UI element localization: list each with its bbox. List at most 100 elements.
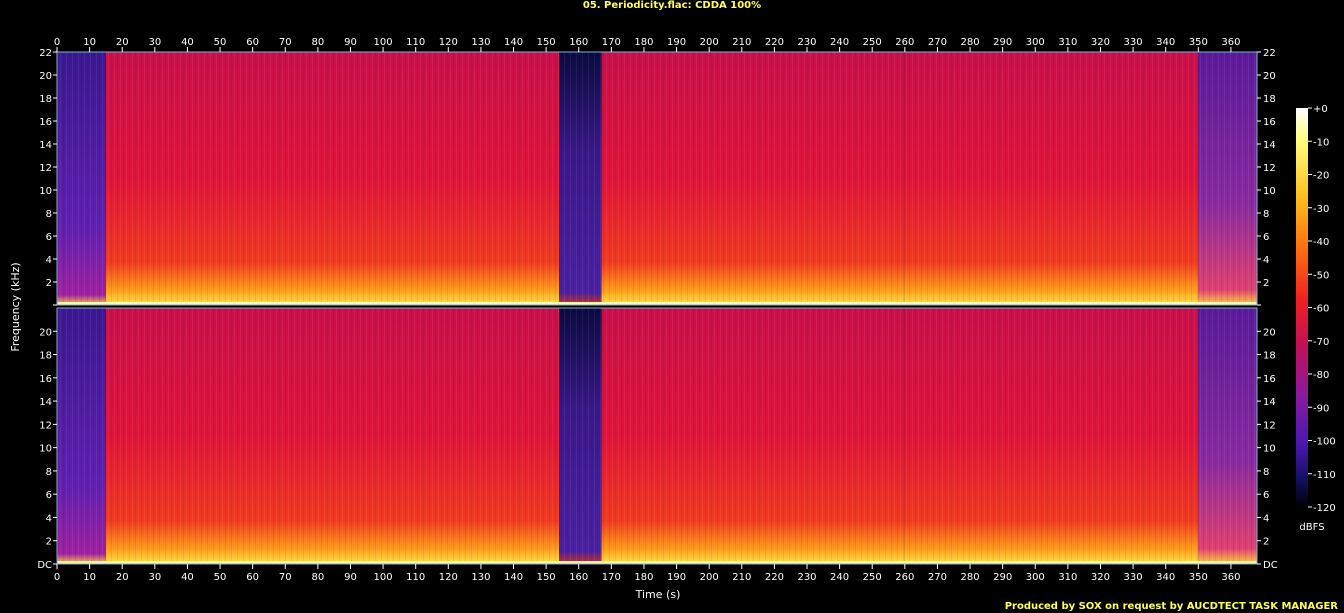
x-tick-label-top: 280 bbox=[960, 37, 979, 48]
x-tick-label-bottom: 130 bbox=[471, 572, 490, 583]
footer-credit: Produced by SOX on request by AUCDTECT T… bbox=[1004, 601, 1338, 612]
spectrogram-texture-right bbox=[57, 308, 1257, 564]
x-tick-label-bottom: 240 bbox=[830, 572, 849, 583]
y-tick-label-left: 16 bbox=[39, 374, 52, 385]
y-tick-label-right: 16 bbox=[1263, 374, 1276, 385]
y-tick-label-left: 4 bbox=[46, 513, 52, 524]
x-tick-label-bottom: 200 bbox=[700, 572, 719, 583]
y-tick-label-right: 2 bbox=[1263, 278, 1269, 289]
y-tick-label-right: 4 bbox=[1263, 513, 1269, 524]
x-tick-label-top: 220 bbox=[765, 37, 784, 48]
colorbar-gradient bbox=[1296, 108, 1308, 507]
x-tick-label-top: 270 bbox=[928, 37, 947, 48]
colorbar-tick-label: -110 bbox=[1313, 470, 1336, 481]
x-tick-label-top: 160 bbox=[569, 37, 588, 48]
x-tick-label-top: 240 bbox=[830, 37, 849, 48]
x-tick-label-bottom: 300 bbox=[1026, 572, 1045, 583]
x-tick-label-top: 310 bbox=[1058, 37, 1077, 48]
colorbar-tick-label: -30 bbox=[1313, 204, 1329, 215]
x-axis-label: Time (s) bbox=[635, 588, 681, 601]
y-tick-label-left: 10 bbox=[39, 444, 52, 455]
x-tick-label-bottom: 40 bbox=[181, 572, 194, 583]
x-tick-label-bottom: 280 bbox=[960, 572, 979, 583]
y-tick-label-left: 18 bbox=[39, 94, 52, 105]
x-tick-label-bottom: 30 bbox=[148, 572, 161, 583]
colorbar-label: dBFS bbox=[1299, 522, 1324, 533]
x-tick-label-top: 130 bbox=[471, 37, 490, 48]
y-tick-label-right: 10 bbox=[1263, 186, 1276, 197]
y-tick-label-right: 16 bbox=[1263, 117, 1276, 128]
y-tick-label-right: 8 bbox=[1263, 209, 1269, 220]
y-tick-label-right: DC bbox=[1263, 560, 1278, 571]
y-tick-label-left: 14 bbox=[39, 140, 52, 151]
x-tick-label-top: 290 bbox=[993, 37, 1012, 48]
x-tick-label-top: 210 bbox=[732, 37, 751, 48]
y-tick-label-right: 14 bbox=[1263, 140, 1276, 151]
y-tick-label-right: 10 bbox=[1263, 444, 1276, 455]
x-tick-label-top: 90 bbox=[344, 37, 357, 48]
x-tick-label-bottom: 80 bbox=[312, 572, 325, 583]
x-tick-label-top: 140 bbox=[504, 37, 523, 48]
spectrogram-texture-left bbox=[57, 52, 1257, 305]
colorbar-tick-label: -80 bbox=[1313, 370, 1329, 381]
x-tick-label-bottom: 190 bbox=[667, 572, 686, 583]
x-tick-label-bottom: 100 bbox=[374, 572, 393, 583]
chart-title: 05. Periodicity.flac: CDDA 100% bbox=[582, 0, 762, 11]
x-tick-label-bottom: 150 bbox=[537, 572, 556, 583]
y-tick-label-left: 8 bbox=[46, 209, 52, 220]
y-tick-label-left: 18 bbox=[39, 351, 52, 362]
x-tick-label-top: 80 bbox=[312, 37, 325, 48]
y-tick-label-right: 18 bbox=[1263, 94, 1276, 105]
y-tick-label-left: 20 bbox=[39, 327, 52, 338]
x-tick-label-top: 320 bbox=[1091, 37, 1110, 48]
x-tick-label-bottom: 220 bbox=[765, 572, 784, 583]
colorbar-tick-label: +0 bbox=[1313, 104, 1328, 115]
x-tick-label-bottom: 110 bbox=[406, 572, 425, 583]
y-tick-label-left: 12 bbox=[39, 420, 52, 431]
y-tick-label-left: 2 bbox=[46, 537, 52, 548]
x-tick-label-top: 150 bbox=[537, 37, 556, 48]
x-tick-label-top: 330 bbox=[1124, 37, 1143, 48]
x-tick-label-bottom: 160 bbox=[569, 572, 588, 583]
y-tick-label-right: 20 bbox=[1263, 327, 1276, 338]
y-tick-label-right: 12 bbox=[1263, 420, 1276, 431]
x-tick-label-bottom: 120 bbox=[439, 572, 458, 583]
x-tick-label-top: 250 bbox=[863, 37, 882, 48]
y-tick-label-left: DC bbox=[37, 560, 52, 571]
x-tick-label-bottom: 340 bbox=[1156, 572, 1175, 583]
colorbar-tick-label: -10 bbox=[1313, 137, 1329, 148]
x-tick-label-bottom: 210 bbox=[732, 572, 751, 583]
x-tick-label-bottom: 180 bbox=[634, 572, 653, 583]
colorbar-tick-label: -120 bbox=[1313, 503, 1336, 514]
x-tick-label-bottom: 60 bbox=[246, 572, 259, 583]
colorbar-tick-label: -70 bbox=[1313, 337, 1329, 348]
x-tick-label-bottom: 360 bbox=[1221, 572, 1240, 583]
y-tick-label-right: 8 bbox=[1263, 467, 1269, 478]
colorbar-tick-label: -100 bbox=[1313, 437, 1336, 448]
y-tick-label-right: 6 bbox=[1263, 490, 1269, 501]
x-tick-label-bottom: 350 bbox=[1189, 572, 1208, 583]
y-tick-label-right: 12 bbox=[1263, 163, 1276, 174]
colorbar-tick-label: -50 bbox=[1313, 270, 1329, 281]
x-tick-label-bottom: 260 bbox=[895, 572, 914, 583]
x-tick-label-top: 300 bbox=[1026, 37, 1045, 48]
x-tick-label-top: 120 bbox=[439, 37, 458, 48]
y-tick-label-right: 22 bbox=[1263, 48, 1276, 59]
y-tick-label-left: 12 bbox=[39, 163, 52, 174]
y-tick-label-left: 6 bbox=[46, 490, 52, 501]
y-tick-label-left: 8 bbox=[46, 467, 52, 478]
x-tick-label-bottom: 230 bbox=[797, 572, 816, 583]
y-tick-label-right: 14 bbox=[1263, 397, 1276, 408]
y-tick-label-left: 4 bbox=[46, 255, 52, 266]
x-tick-label-bottom: 330 bbox=[1124, 572, 1143, 583]
x-tick-label-top: 20 bbox=[116, 37, 129, 48]
x-tick-label-top: 340 bbox=[1156, 37, 1175, 48]
x-tick-label-top: 70 bbox=[279, 37, 292, 48]
y-tick-label-left: 22 bbox=[39, 48, 52, 59]
x-tick-label-top: 230 bbox=[797, 37, 816, 48]
x-tick-label-bottom: 50 bbox=[214, 572, 227, 583]
y-tick-label-left: 10 bbox=[39, 186, 52, 197]
x-tick-label-bottom: 170 bbox=[602, 572, 621, 583]
x-tick-label-top: 100 bbox=[374, 37, 393, 48]
